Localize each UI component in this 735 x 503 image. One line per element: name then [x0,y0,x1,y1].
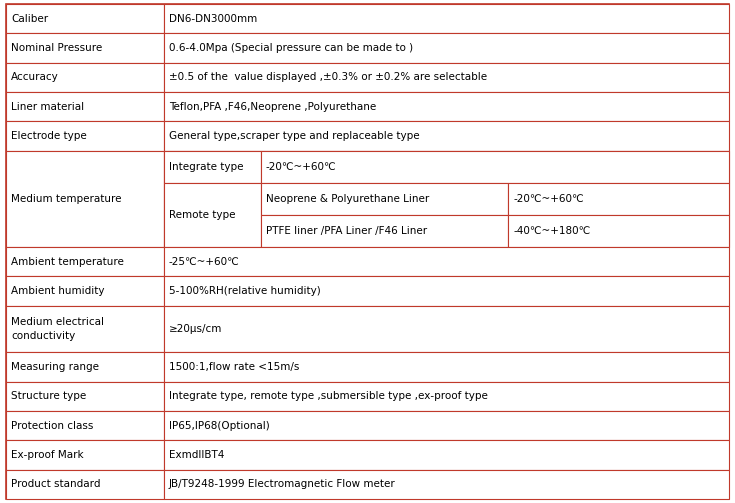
Bar [6,247,164,277]
Bar [6,470,164,499]
Bar [164,4,729,33]
Text: Liner material: Liner material [11,102,84,112]
Text: Ambient humidity: Ambient humidity [11,286,104,296]
Text: Ambient temperature: Ambient temperature [11,257,124,267]
Text: IP65,IP68(Optional): IP65,IP68(Optional) [169,421,270,431]
Bar [6,382,164,411]
Bar [261,215,508,247]
Text: -25℃~+60℃: -25℃~+60℃ [169,257,240,267]
Bar [261,150,729,183]
Text: ExmdIIBT4: ExmdIIBT4 [169,450,224,460]
Bar [164,411,729,440]
Bar [6,92,164,121]
Text: General type,scraper type and replaceable type: General type,scraper type and replaceabl… [169,131,419,141]
Text: Structure type: Structure type [11,391,86,401]
Text: Integrate type: Integrate type [169,161,243,172]
Bar [6,150,164,247]
Text: ≥20μs/cm: ≥20μs/cm [169,324,222,334]
Bar [508,183,729,215]
Text: -20℃~+60℃: -20℃~+60℃ [266,161,337,172]
Text: Ex-proof Mark: Ex-proof Mark [11,450,84,460]
Text: ±0.5 of the  value displayed ,±0.3% or ±0.2% are selectable: ±0.5 of the value displayed ,±0.3% or ±0… [169,72,487,82]
Bar [164,183,261,247]
Text: Caliber: Caliber [11,14,49,24]
Bar [164,353,729,382]
Bar [164,63,729,92]
Bar [164,33,729,63]
Text: 0.6-4.0Mpa (Special pressure can be made to ): 0.6-4.0Mpa (Special pressure can be made… [169,43,413,53]
Text: 1500:1,flow rate <15m/s: 1500:1,flow rate <15m/s [169,362,299,372]
Bar [164,121,729,150]
Text: Neoprene & Polyurethane Liner: Neoprene & Polyurethane Liner [266,194,429,204]
Bar [6,411,164,440]
Text: conductivity: conductivity [11,331,75,341]
Text: JB/T9248-1999 Electromagnetic Flow meter: JB/T9248-1999 Electromagnetic Flow meter [169,479,395,489]
Text: Electrode type: Electrode type [11,131,87,141]
Bar [164,306,729,353]
Bar [164,247,729,277]
Bar [508,215,729,247]
Bar [6,121,164,150]
Bar [164,440,729,470]
Text: Medium temperature: Medium temperature [11,194,121,204]
Text: Medium electrical: Medium electrical [11,317,104,327]
Text: Integrate type, remote type ,submersible type ,ex-proof type: Integrate type, remote type ,submersible… [169,391,487,401]
Bar [6,353,164,382]
Text: Nominal Pressure: Nominal Pressure [11,43,102,53]
Bar [164,92,729,121]
Text: Teflon,PFA ,F46,Neoprene ,Polyurethane: Teflon,PFA ,F46,Neoprene ,Polyurethane [169,102,376,112]
Text: PTFE liner /PFA Liner /F46 Liner: PTFE liner /PFA Liner /F46 Liner [266,226,427,236]
Bar [6,277,164,306]
Text: -40℃~+180℃: -40℃~+180℃ [513,226,590,236]
Text: 5-100%RH(relative humidity): 5-100%RH(relative humidity) [169,286,320,296]
Text: Measuring range: Measuring range [11,362,99,372]
Bar [6,306,164,353]
Text: Remote type: Remote type [169,210,235,220]
Bar [6,63,164,92]
Bar [164,150,261,183]
Bar [164,277,729,306]
Bar [6,33,164,63]
Bar [164,382,729,411]
Text: Protection class: Protection class [11,421,93,431]
Bar [6,4,164,33]
Bar [164,150,729,247]
Bar [164,470,729,499]
Bar [6,440,164,470]
Text: Accuracy: Accuracy [11,72,59,82]
Bar [261,183,508,215]
Text: DN6-DN3000mm: DN6-DN3000mm [169,14,257,24]
Text: -20℃~+60℃: -20℃~+60℃ [513,194,584,204]
Text: Product standard: Product standard [11,479,101,489]
